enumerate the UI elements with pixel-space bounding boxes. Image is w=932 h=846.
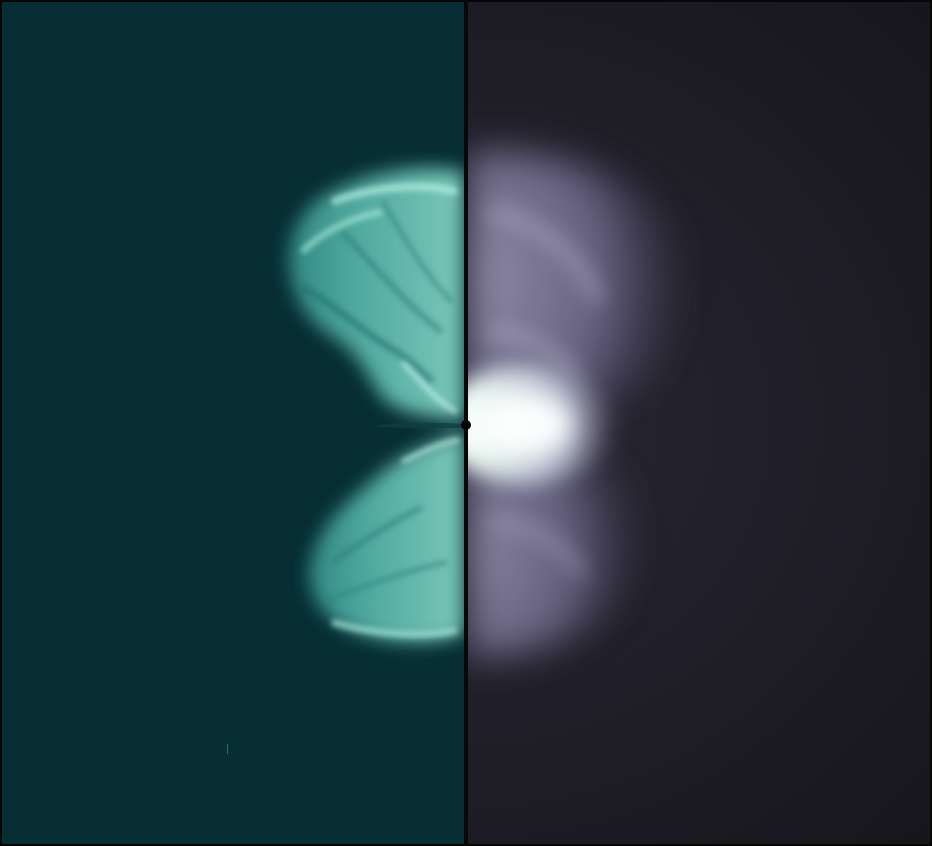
equatorial-streak: [377, 422, 464, 428]
teal-plume-graphic: [289, 168, 464, 642]
faint-marker-tick: [227, 744, 228, 754]
lower-plume-lobe: [309, 432, 464, 642]
glow-graphic: [468, 151, 691, 657]
plume-fold-shadows: [300, 200, 454, 605]
plume-highlights: [299, 182, 461, 638]
left-panel-teal-plume: [2, 2, 464, 844]
core-center: [488, 397, 568, 453]
central-point-marker: [461, 420, 471, 430]
glow-wisps: [486, 205, 605, 581]
right-panel-glow: [468, 2, 930, 844]
